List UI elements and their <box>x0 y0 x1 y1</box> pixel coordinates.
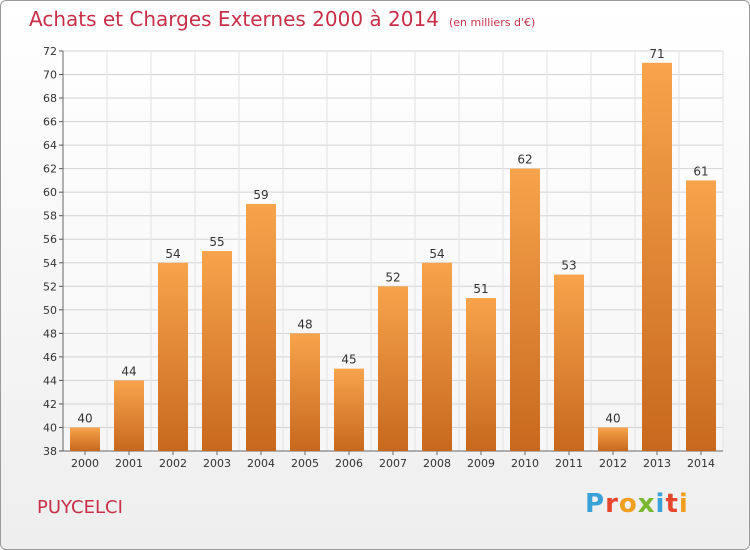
logo-letter: t <box>665 489 679 519</box>
bar-2014 <box>686 180 716 452</box>
x-tick-label-2004: 2004 <box>247 457 275 470</box>
y-tick-label: 70 <box>43 69 57 82</box>
x-tick-label-2002: 2002 <box>159 457 187 470</box>
value-label-2006: 45 <box>341 353 356 367</box>
y-tick-label: 54 <box>43 257 57 270</box>
value-label-2005: 48 <box>297 317 312 331</box>
logo-letter: i <box>655 489 666 519</box>
x-tick-label-2014: 2014 <box>687 457 715 470</box>
value-label-2004: 59 <box>253 188 268 202</box>
value-label-2002: 54 <box>165 247 180 261</box>
value-label-2014: 61 <box>693 164 708 178</box>
proxiti-logo: Proxiti <box>585 489 689 519</box>
x-tick-label-2013: 2013 <box>643 457 671 470</box>
x-tick-label-2005: 2005 <box>291 457 319 470</box>
bar-2005 <box>290 333 320 451</box>
value-label-2010: 62 <box>517 153 532 167</box>
bar-2007 <box>378 286 408 451</box>
value-label-2012: 40 <box>605 411 620 425</box>
chart-unit: (en milliers d'€) <box>448 16 536 29</box>
bar-2008 <box>422 262 452 451</box>
bar-2006 <box>334 368 364 451</box>
value-label-2008: 54 <box>429 247 444 261</box>
x-tick-label-2000: 2000 <box>71 457 99 470</box>
labels: 38 40 42 44 46 48 50 52 54 56 58 60 62 64 66 68 70 72 40 20… <box>43 45 715 470</box>
y-tick-label: 56 <box>43 233 57 246</box>
bar-2013 <box>642 62 672 451</box>
bar-2002 <box>158 262 188 451</box>
y-tick-label: 42 <box>43 398 57 411</box>
value-label-2013: 71 <box>649 47 664 61</box>
y-tick-label: 44 <box>43 374 57 387</box>
bar-2009 <box>466 298 496 451</box>
y-tick-label: 62 <box>43 163 57 176</box>
y-tick-label: 46 <box>43 351 57 364</box>
logo-letter: o <box>618 489 638 519</box>
y-tick-label: 52 <box>43 280 57 293</box>
y-tick-label: 40 <box>43 421 57 434</box>
y-tick-label: 72 <box>43 45 57 58</box>
bar-2001 <box>114 380 144 451</box>
bars <box>70 62 716 452</box>
x-tick-label-2009: 2009 <box>467 457 495 470</box>
commune-name: PUYCELCI <box>37 497 123 518</box>
chart-title: Achats et Charges Externes 2000 à 2014 (e… <box>29 7 535 31</box>
bar-2003 <box>202 251 232 451</box>
logo-letter: P <box>585 489 606 519</box>
logo-letter: x <box>637 489 656 519</box>
y-tick-label: 48 <box>43 327 57 340</box>
x-tick-label-2003: 2003 <box>203 457 231 470</box>
bar-2004 <box>246 203 276 451</box>
y-tick-label: 64 <box>43 139 57 152</box>
y-tick-label: 50 <box>43 304 57 317</box>
x-tick-label-2008: 2008 <box>423 457 451 470</box>
x-tick-label-2011: 2011 <box>555 457 583 470</box>
chart-title-text: Achats et Charges Externes 2000 à 2014 <box>29 7 439 31</box>
x-tick-label-2001: 2001 <box>115 457 143 470</box>
logo-letter: i <box>678 489 689 519</box>
bar-2012 <box>598 427 628 451</box>
y-tick-label: 58 <box>43 210 57 223</box>
y-tick-label: 68 <box>43 92 57 105</box>
value-label-2001: 44 <box>121 364 136 378</box>
value-label-2007: 52 <box>385 270 400 284</box>
bar-2010 <box>510 168 540 451</box>
x-tick-label-2010: 2010 <box>511 457 539 470</box>
bar-2011 <box>554 274 584 451</box>
y-tick-label: 66 <box>43 116 57 129</box>
y-tick-label: 60 <box>43 186 57 199</box>
logo-letter: r <box>605 489 619 519</box>
value-label-2000: 40 <box>77 411 92 425</box>
value-label-2003: 55 <box>209 235 224 249</box>
value-label-2011: 53 <box>561 259 576 273</box>
value-label-2009: 51 <box>473 282 488 296</box>
y-tick-label: 38 <box>43 445 57 458</box>
x-tick-label-2012: 2012 <box>599 457 627 470</box>
bar-2000 <box>70 427 100 451</box>
x-tick-label-2006: 2006 <box>335 457 363 470</box>
x-tick-label-2007: 2007 <box>379 457 407 470</box>
